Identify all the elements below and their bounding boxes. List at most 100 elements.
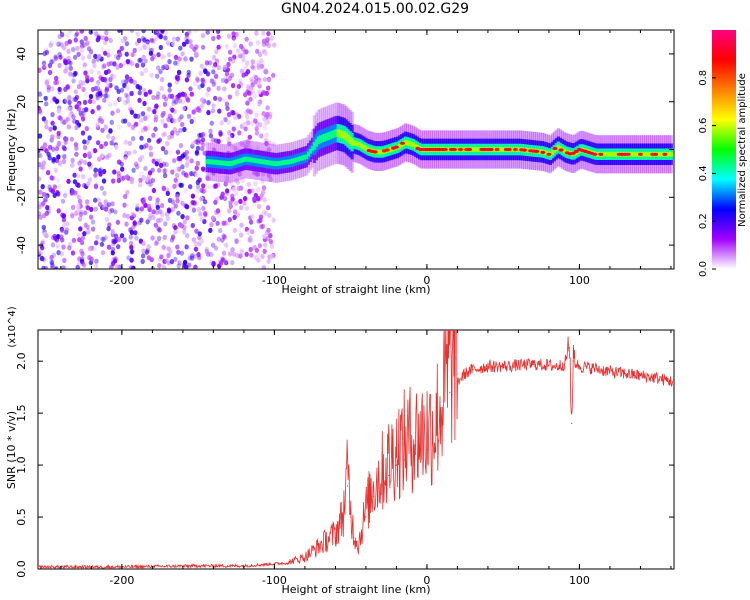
noise-cell (96, 105, 101, 112)
noise-cell (214, 73, 219, 79)
noise-cell (74, 124, 79, 131)
noise-cell (83, 35, 88, 42)
noise-cell (193, 241, 198, 247)
snr-point (548, 364, 550, 366)
ridge-cell (669, 151, 673, 157)
noise-cell (192, 265, 197, 269)
ridge-cell (408, 141, 412, 146)
noise-cell (261, 111, 266, 117)
noise-cell (65, 84, 70, 90)
noise-cell (77, 198, 83, 204)
ridge-cell (336, 129, 340, 137)
noise-cell (261, 185, 267, 191)
noise-cell (258, 214, 263, 220)
noise-cell (172, 118, 177, 124)
ridge-cell (243, 156, 247, 162)
noise-cell (106, 244, 112, 250)
noise-cell (119, 45, 125, 52)
noise-cell (82, 159, 88, 166)
ridge-cell (267, 160, 271, 166)
noise-cell (132, 79, 137, 86)
noise-cell (167, 82, 172, 88)
noise-cell (119, 161, 124, 167)
noise-cell (73, 32, 79, 38)
noise-cell (93, 206, 99, 212)
noise-cell (93, 85, 99, 92)
noise-cell (66, 48, 71, 55)
noise-cell (115, 64, 120, 70)
noise-cell (44, 148, 49, 154)
noise-cell (266, 227, 271, 233)
noise-cell (134, 161, 139, 167)
noise-cell (116, 55, 121, 61)
noise-cell (139, 144, 144, 150)
snr-point (334, 537, 336, 539)
noise-cell (250, 120, 255, 126)
noise-cell (116, 244, 121, 250)
noise-cell (38, 153, 41, 159)
snr-point (533, 363, 535, 365)
ridge-cell (471, 147, 475, 152)
noise-cell (82, 99, 88, 105)
noise-cell (141, 42, 147, 48)
noise-cell (205, 71, 211, 77)
ridge-cell (251, 157, 255, 163)
ridge-cell (235, 159, 239, 165)
noise-cell (173, 203, 178, 209)
noise-cell (93, 184, 99, 190)
noise-cell (172, 127, 178, 133)
noise-cell (250, 79, 255, 85)
noise-cell (115, 108, 121, 114)
snr-line (38, 330, 674, 569)
noise-cell (109, 207, 115, 213)
noise-cell (79, 240, 85, 246)
noise-cell (230, 144, 236, 150)
noise-cell (226, 119, 231, 126)
noise-cell (57, 62, 62, 69)
noise-cell (80, 130, 86, 136)
noise-cell (182, 219, 187, 225)
noise-cell (163, 30, 169, 36)
noise-cell (246, 230, 251, 236)
noise-cell (261, 30, 266, 36)
noise-cell (241, 141, 246, 147)
ridge-cell (221, 160, 225, 166)
noise-cell (41, 60, 47, 66)
noise-cell (38, 164, 44, 170)
noise-cell (221, 250, 227, 256)
ridge-cell (283, 160, 287, 165)
noise-cell (50, 146, 56, 152)
noise-cell (145, 114, 150, 120)
noise-cell (51, 158, 56, 164)
noise-cell (120, 38, 126, 44)
noise-cell (224, 188, 230, 194)
noise-cell (171, 98, 177, 104)
noise-cell (148, 47, 154, 54)
noise-cell (179, 250, 185, 256)
noise-cell (100, 236, 105, 242)
ridge-cell (213, 159, 217, 165)
noise-cell (87, 135, 92, 141)
noise-cell (213, 95, 218, 101)
ridge-cell (614, 151, 618, 157)
noise-cell (67, 245, 72, 251)
noise-cell (238, 198, 243, 204)
noise-cell (130, 61, 135, 67)
noise-cell (84, 107, 89, 113)
noise-cell (107, 152, 112, 158)
noise-cell (173, 256, 178, 262)
noise-cell (86, 46, 92, 52)
noise-cell (239, 222, 244, 228)
noise-cell (66, 178, 71, 184)
snr-point (353, 537, 355, 539)
noise-cell (193, 246, 199, 252)
noise-cell (96, 79, 101, 85)
noise-cell (243, 189, 248, 195)
noise-cell (58, 115, 64, 121)
noise-cell (226, 33, 232, 39)
noise-cell (70, 250, 76, 256)
noise-cell (213, 62, 218, 68)
noise-cell (161, 244, 166, 250)
snr-point (594, 367, 596, 369)
noise-cell (77, 160, 82, 166)
